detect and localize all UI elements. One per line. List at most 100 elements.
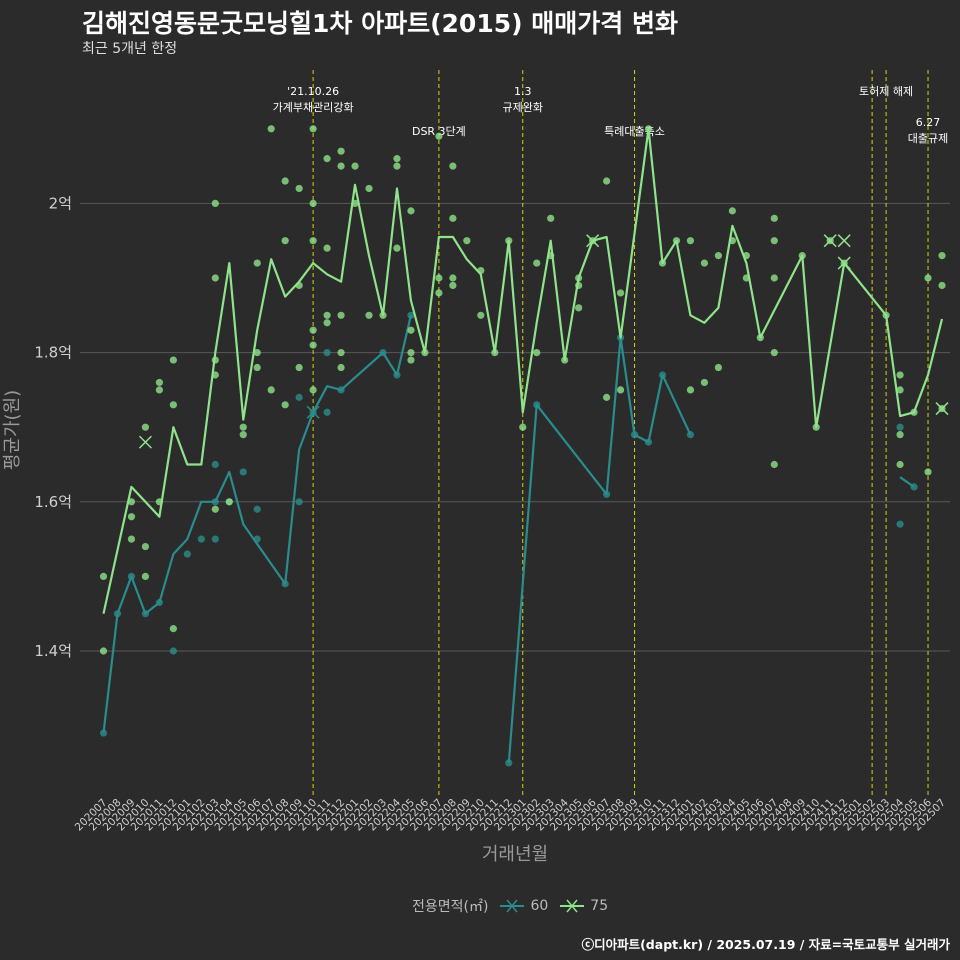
event-label: 특례대출축소 xyxy=(604,125,665,138)
data-point-75 xyxy=(407,326,415,334)
data-point-75 xyxy=(155,378,163,387)
data-point-75 xyxy=(407,207,415,215)
data-point-75 xyxy=(253,349,261,357)
data-point-75 xyxy=(463,237,471,245)
data-point-75 xyxy=(267,125,275,133)
data-point-60 xyxy=(505,759,513,767)
data-point-75 xyxy=(127,498,136,506)
data-point-75 xyxy=(309,386,317,394)
y-tick-label: 1.8억 xyxy=(34,344,72,362)
data-point-75 xyxy=(141,542,150,551)
data-point-75 xyxy=(141,572,150,581)
data-point-75 xyxy=(616,386,625,394)
data-point-75 xyxy=(323,319,331,327)
cross-marker-75 xyxy=(935,402,949,416)
cross-marker-75 xyxy=(837,234,851,248)
data-point-75 xyxy=(938,252,946,260)
legend-item-75: 75 xyxy=(558,896,608,916)
data-point-75 xyxy=(616,289,625,297)
data-point-75 xyxy=(700,259,709,267)
data-point-75 xyxy=(728,207,736,215)
cross-marker-60 xyxy=(306,405,320,419)
data-point-75 xyxy=(309,199,317,207)
chart-title: 김해진영동문굿모닝힐1차 아파트(2015) 매매가격 변화 xyxy=(82,9,678,38)
y-tick-label: 1.6억 xyxy=(34,493,72,511)
legend: 전용면적(㎡) 60 75 xyxy=(412,896,608,916)
series-line-60 xyxy=(507,336,692,763)
data-point-75 xyxy=(253,363,261,372)
data-point-75 xyxy=(896,431,904,439)
cross-stroke xyxy=(935,402,949,416)
data-point-75 xyxy=(533,349,541,357)
data-point-75 xyxy=(435,132,443,140)
event-label: 1.3 xyxy=(514,85,532,98)
data-point-75 xyxy=(449,281,457,290)
data-point-75 xyxy=(686,386,695,394)
data-point-75 xyxy=(896,460,904,469)
data-point-75 xyxy=(295,184,303,193)
data-point-75 xyxy=(770,349,778,357)
legend-key-75 xyxy=(558,896,586,916)
data-point-75 xyxy=(896,386,904,394)
cross-marker-75 xyxy=(586,234,600,248)
data-point-75 xyxy=(337,349,345,357)
data-point-75 xyxy=(449,274,457,282)
data-point-75 xyxy=(714,252,723,260)
data-point-75 xyxy=(127,513,136,521)
data-point-75 xyxy=(519,423,527,431)
data-point-75 xyxy=(393,162,401,170)
data-point-75 xyxy=(323,311,331,319)
legend-label-75: 75 xyxy=(590,898,609,914)
data-point-60 xyxy=(896,520,904,528)
series-line-75 xyxy=(102,127,944,614)
legend-label-60: 60 xyxy=(530,898,549,914)
cross-stroke xyxy=(138,435,152,449)
cross-marker-75 xyxy=(837,256,851,270)
data-point-60 xyxy=(183,550,191,558)
legend-item-60: 60 xyxy=(498,896,548,916)
data-point-75 xyxy=(896,371,904,379)
event-label: 토허제 해제 xyxy=(859,84,913,98)
event-label: '21.10.26 xyxy=(287,85,339,98)
y-axis-title: 평균가(원) xyxy=(2,390,23,470)
data-point-75 xyxy=(281,401,289,409)
y-tick-label: 1.4억 xyxy=(34,642,72,660)
data-point-75 xyxy=(169,356,177,364)
data-point-60 xyxy=(896,423,904,431)
data-point-75 xyxy=(281,237,289,245)
data-point-75 xyxy=(603,393,611,401)
event-label: 규제완화 xyxy=(503,101,543,114)
data-point-75 xyxy=(547,214,555,222)
chart-subtitle: 최근 5개년 한정 xyxy=(82,41,178,57)
cross-stroke xyxy=(306,405,320,419)
data-point-75 xyxy=(295,363,303,372)
data-point-75 xyxy=(309,237,317,245)
data-point-75 xyxy=(686,237,695,245)
data-point-75 xyxy=(435,289,443,297)
data-point-75 xyxy=(770,460,778,469)
data-point-75 xyxy=(169,625,177,633)
data-point-60 xyxy=(407,311,415,319)
data-point-75 xyxy=(770,237,778,245)
legend-title: 전용면적(㎡) xyxy=(412,899,489,915)
data-point-60 xyxy=(323,408,331,416)
data-point-75 xyxy=(770,274,778,282)
data-point-75 xyxy=(239,431,247,439)
event-label: 6.27 xyxy=(916,116,941,129)
data-point-75 xyxy=(281,177,289,185)
data-point-75 xyxy=(211,274,219,282)
data-point-75 xyxy=(127,535,136,543)
data-point-75 xyxy=(938,281,946,290)
data-point-75 xyxy=(351,162,359,170)
data-point-75 xyxy=(155,386,163,394)
data-point-75 xyxy=(393,155,401,163)
data-point-60 xyxy=(253,505,261,513)
data-point-75 xyxy=(477,311,485,319)
data-point-75 xyxy=(714,363,723,372)
data-point-75 xyxy=(393,244,401,252)
data-point-60 xyxy=(295,498,303,506)
data-point-75 xyxy=(323,244,331,252)
data-point-60 xyxy=(197,535,205,543)
data-point-75 xyxy=(337,311,345,319)
